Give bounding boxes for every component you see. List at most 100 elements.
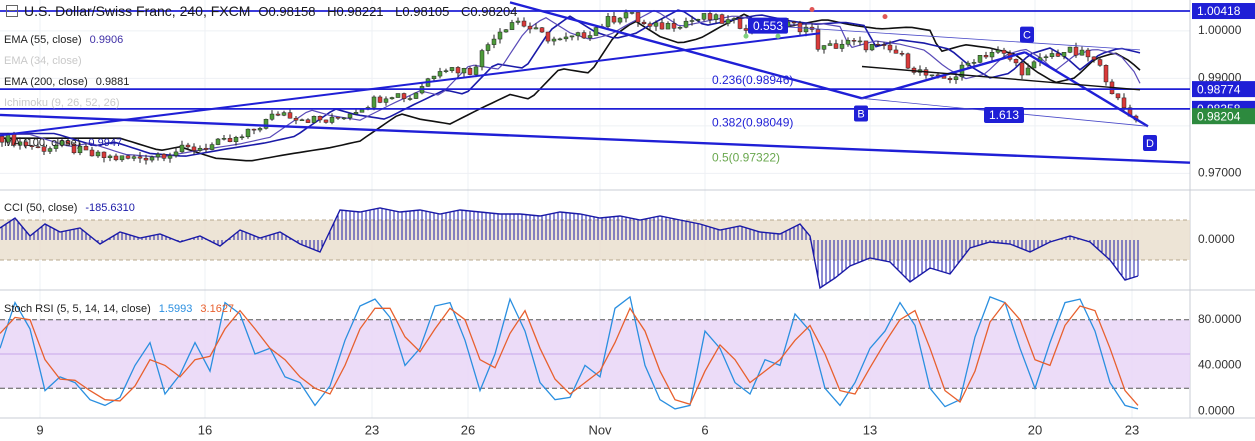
high-value: 0.98221 [336, 3, 384, 19]
candle-up [53, 144, 59, 149]
candle-down [455, 67, 461, 74]
last-price-tag-label: 0.98204 [1197, 109, 1241, 123]
candle-up [95, 151, 101, 157]
candle-up [221, 138, 227, 140]
candle-down [29, 145, 35, 147]
legend-ema200-label: EMA (200, close) [4, 76, 88, 88]
legend-stoch-rsi[interactable]: Stoch RSI (5, 5, 14, 14, close) 1.5993 3.1… [4, 303, 234, 315]
candle-up [389, 97, 395, 100]
legend-ichimoku-label: Ichimoku (9, 26, 52, 26) [4, 97, 120, 109]
candle-up [1067, 46, 1073, 53]
candle-up [443, 70, 449, 72]
candle-down [1115, 93, 1121, 99]
candle-up [107, 155, 113, 158]
legend-cci-value: -185.6310 [85, 202, 135, 214]
candle-down [287, 112, 293, 119]
candle-up [479, 50, 485, 68]
legend-ema55[interactable]: EMA (55, close) 0.9906 [4, 34, 123, 46]
candle-up [803, 26, 809, 33]
candle-down [1055, 53, 1061, 57]
candle-up [167, 155, 173, 159]
candle-down [227, 138, 233, 142]
candle-up [311, 116, 317, 123]
candle-down [635, 12, 641, 23]
candle-up [239, 136, 245, 139]
ma100-line [0, 9, 1141, 157]
harmonic-point-box [854, 105, 868, 122]
candle-up [995, 49, 1001, 53]
collapse-icon[interactable] [6, 5, 18, 17]
legend-ma100-value: 0.9947 [88, 137, 123, 149]
candle-down [743, 28, 749, 31]
symbol-title[interactable]: U.S. Dollar/Swiss Franc, 240, FXCM [24, 3, 251, 19]
candle-down [905, 53, 911, 69]
close-key: C [461, 3, 471, 19]
legend-cci-label: CCI (50, close) [4, 202, 78, 214]
candle-down [947, 78, 953, 81]
time-tick-label: 6 [701, 422, 708, 437]
harmonic-bc-leg [861, 51, 1026, 100]
candle-up [299, 119, 305, 121]
candle-down [527, 25, 533, 30]
open-value: 0.98158 [268, 3, 316, 19]
fib-label: 0.236(0.98946) [712, 73, 793, 87]
legend-ema200[interactable]: EMA (200, close) 0.9881 [4, 76, 129, 88]
candle-up [1043, 56, 1049, 59]
candle-down [83, 145, 89, 151]
harmonic-point-label: B [857, 108, 864, 120]
candle-down [521, 20, 527, 27]
candle-up [215, 138, 221, 145]
legend-ichimoku[interactable]: Ichimoku (9, 26, 52, 26) [4, 97, 120, 109]
candle-up [59, 140, 65, 146]
candle-up [347, 113, 353, 119]
chart-header: U.S. Dollar/Swiss Franc, 240, FXCM O0.98… [0, 0, 517, 22]
candle-up [683, 20, 689, 28]
candle-down [377, 96, 383, 103]
price-tick-label: 1.00000 [1198, 23, 1242, 37]
time-tick-label: 23 [1125, 422, 1139, 437]
candle-down [71, 143, 77, 154]
candle-down [833, 43, 839, 49]
candle-down [143, 157, 149, 161]
legend-stoch-d-value: 3.1627 [200, 303, 235, 315]
candle-down [1121, 97, 1127, 109]
candle-up [491, 38, 497, 45]
cci-tick-label: 0.0000 [1198, 232, 1235, 246]
ratio-label-box [748, 17, 788, 34]
candle-up [1025, 67, 1031, 76]
harmonic-point-label: C [1023, 30, 1031, 42]
fractal-dot-high [809, 7, 815, 12]
low-key: L [395, 3, 403, 19]
ratio-label-box [984, 106, 1024, 123]
candle-down [899, 53, 905, 55]
candle-up [119, 155, 125, 161]
candle-up [845, 40, 851, 45]
candle-up [449, 67, 455, 71]
last-price-tag-box [1192, 108, 1255, 125]
ohlc-readout: O0.98158 H0.98221 L0.98105 C0.98204 [258, 4, 517, 19]
candle-down [581, 32, 587, 39]
candle-down [137, 156, 143, 159]
candle-down [851, 40, 857, 42]
harmonic-cd-leg [1024, 51, 1149, 128]
candle-down [1073, 46, 1079, 56]
candle-up [1049, 53, 1055, 57]
candle-up [131, 156, 137, 159]
candle-down [647, 23, 653, 27]
low-value: 0.98105 [402, 3, 450, 19]
candle-down [539, 27, 545, 33]
candle-up [431, 75, 437, 80]
candle-up [233, 137, 239, 142]
downtrend-line [0, 113, 1191, 164]
candle-up [149, 156, 155, 161]
legend-cci[interactable]: CCI (50, close) -185.6310 [4, 202, 135, 214]
harmonic-point-box [1143, 134, 1157, 151]
candle-down [101, 151, 107, 158]
candle-up [437, 71, 443, 77]
candle-down [1103, 65, 1109, 83]
legend-ema34[interactable]: EMA (34, close) [4, 55, 82, 67]
legend-ma100[interactable]: MA (100, close) 0.9947 [4, 137, 122, 149]
cci-line [0, 207, 1139, 290]
